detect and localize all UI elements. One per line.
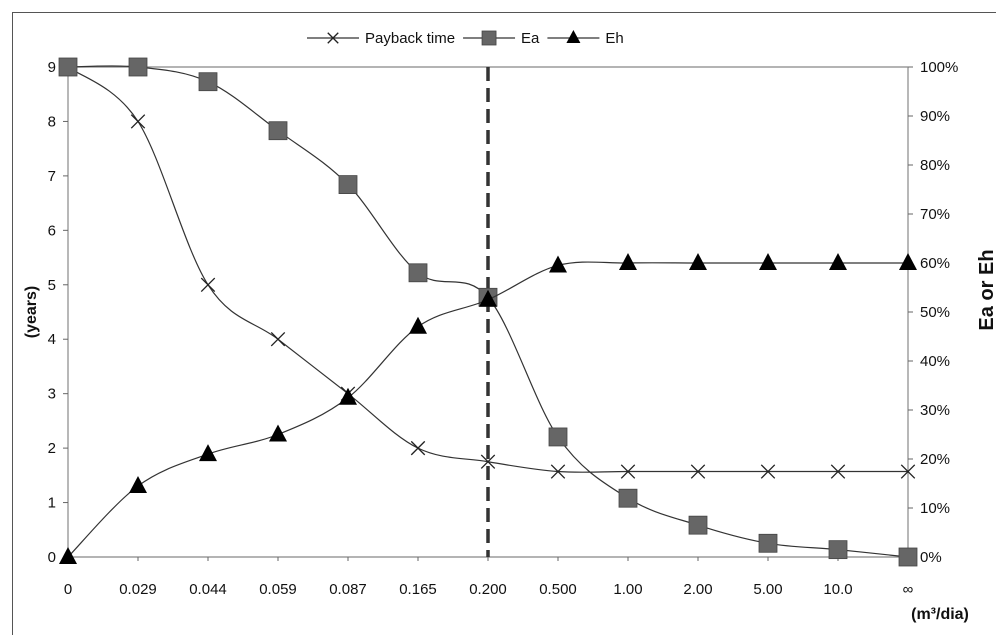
y-left-tick-label: 3 xyxy=(48,386,56,403)
legend-label-ea: Ea xyxy=(521,30,540,47)
data-point-eh xyxy=(619,253,637,270)
data-point-payback-time xyxy=(131,115,145,129)
legend: Payback time Ea Eh xyxy=(307,30,624,47)
data-point-ea xyxy=(689,516,707,534)
x-tick-label: 0.165 xyxy=(399,581,437,598)
y-left-tick-label: 8 xyxy=(48,113,56,130)
x-tick-label: 0.500 xyxy=(539,581,577,598)
y-right-tick-label: 90% xyxy=(920,108,950,125)
data-point-eh xyxy=(829,253,847,270)
data-point-ea xyxy=(549,428,567,446)
legend-marker-ea xyxy=(482,31,496,45)
y-left-tick-label: 9 xyxy=(48,59,56,76)
y-right-tick-label: 70% xyxy=(920,206,950,223)
y-left-tick-label: 4 xyxy=(48,331,56,348)
data-point-eh xyxy=(759,253,777,270)
data-point-eh xyxy=(899,253,917,270)
tick-labels: 01234567890%10%20%30%40%50%60%70%80%90%1… xyxy=(48,59,959,598)
data-point-payback-time xyxy=(201,278,215,292)
y-right-tick-label: 80% xyxy=(920,157,950,174)
legend-marker-eh xyxy=(566,30,580,43)
data-point-ea xyxy=(269,122,287,140)
data-point-ea xyxy=(829,541,847,559)
series-layer xyxy=(59,58,917,566)
data-point-eh xyxy=(689,253,707,270)
y-right-tick-label: 40% xyxy=(920,353,950,370)
data-point-ea xyxy=(59,58,77,76)
y-right-tick-label: 0% xyxy=(920,549,942,566)
y-left-tick-label: 2 xyxy=(48,440,56,457)
y-axis-right-label: Ea or Eh xyxy=(976,249,996,330)
y-axis-left-label: (years) xyxy=(23,286,40,338)
x-axis-label: (m³/dia) xyxy=(911,606,969,623)
legend-label-payback-time: Payback time xyxy=(365,30,455,47)
data-point-payback-time xyxy=(271,332,285,346)
y-right-tick-label: 100% xyxy=(920,59,958,76)
x-tick-label: 1.00 xyxy=(613,581,642,598)
data-point-eh xyxy=(129,476,147,493)
y-left-tick-label: 6 xyxy=(48,222,56,239)
data-point-eh xyxy=(339,388,357,405)
data-point-ea xyxy=(199,73,217,91)
x-tick-label: 0.087 xyxy=(329,581,367,598)
y-right-tick-label: 30% xyxy=(920,402,950,419)
data-point-ea xyxy=(899,548,917,566)
x-tick-label: 0.200 xyxy=(469,581,507,598)
x-tick-label: ∞ xyxy=(903,581,914,598)
data-point-ea xyxy=(129,58,147,76)
y-left-tick-label: 0 xyxy=(48,549,56,566)
y-right-tick-label: 50% xyxy=(920,304,950,321)
data-point-payback-time xyxy=(411,441,425,455)
y-right-tick-label: 10% xyxy=(920,500,950,517)
x-tick-label: 0.044 xyxy=(189,581,227,598)
data-point-ea xyxy=(619,489,637,507)
y-left-tick-label: 7 xyxy=(48,168,56,185)
data-point-eh xyxy=(409,317,427,334)
data-point-ea xyxy=(759,534,777,552)
x-tick-label: 0.029 xyxy=(119,581,157,598)
x-tick-label: 10.0 xyxy=(823,581,852,598)
x-tick-label: 2.00 xyxy=(683,581,712,598)
data-point-eh xyxy=(269,425,287,442)
y-left-tick-label: 5 xyxy=(48,277,56,294)
data-point-ea xyxy=(409,264,427,282)
data-point-ea xyxy=(339,176,357,194)
x-tick-label: 5.00 xyxy=(753,581,782,598)
x-tick-label: 0.059 xyxy=(259,581,297,598)
y-right-tick-label: 60% xyxy=(920,255,950,272)
x-tick-label: 0 xyxy=(64,581,72,598)
y-left-tick-label: 1 xyxy=(48,495,56,512)
legend-label-eh: Eh xyxy=(605,30,623,47)
y-right-tick-label: 20% xyxy=(920,451,950,468)
